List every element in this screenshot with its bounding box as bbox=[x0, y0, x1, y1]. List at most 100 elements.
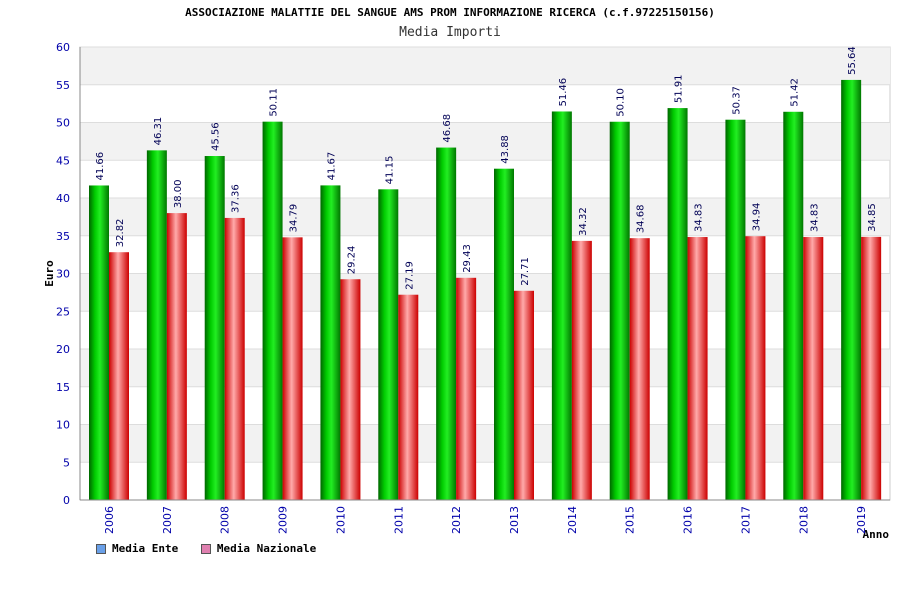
x-tick-label: 2013 bbox=[508, 506, 521, 534]
x-tick-label: 2015 bbox=[624, 506, 637, 534]
y-tick-label: 0 bbox=[63, 494, 70, 507]
bar-media-ente bbox=[667, 108, 688, 500]
bar-media-ente bbox=[204, 156, 225, 500]
legend-swatch-ente bbox=[96, 543, 106, 554]
x-tick-label: 2008 bbox=[219, 506, 232, 534]
bar-media-nazionale bbox=[745, 236, 766, 500]
grid-band bbox=[80, 273, 890, 312]
bar-media-ente bbox=[436, 147, 457, 501]
chart-title: ASSOCIAZIONE MALATTIE DEL SANGUE AMS PRO… bbox=[185, 6, 715, 19]
x-tick-label: 2017 bbox=[739, 506, 752, 534]
data-label: 29.24 bbox=[346, 246, 357, 275]
data-label: 50.37 bbox=[731, 86, 742, 115]
data-label: 32.82 bbox=[115, 219, 126, 248]
bar-media-nazionale bbox=[456, 277, 477, 500]
bar-media-ente bbox=[494, 168, 514, 500]
x-tick-label: 2010 bbox=[334, 506, 347, 534]
data-label: 27.19 bbox=[404, 261, 415, 290]
bar-media-ente bbox=[841, 79, 862, 500]
bar-media-ente bbox=[725, 119, 746, 501]
bar-media-ente bbox=[783, 111, 804, 501]
y-tick-label: 10 bbox=[56, 419, 70, 432]
bar-media-nazionale bbox=[514, 290, 534, 500]
x-axis-title: Anno bbox=[863, 528, 890, 541]
data-label: 41.15 bbox=[384, 156, 395, 185]
legend-swatch-nazionale bbox=[200, 543, 211, 554]
data-label: 29.43 bbox=[462, 244, 473, 273]
y-tick-label: 30 bbox=[56, 268, 70, 281]
x-tick-label: 2012 bbox=[450, 506, 463, 534]
x-tick-label: 2009 bbox=[277, 506, 290, 534]
bar-media-ente bbox=[551, 111, 572, 501]
bar-media-nazionale bbox=[282, 237, 303, 500]
x-tick-label: 2006 bbox=[103, 506, 116, 534]
bar-media-nazionale bbox=[340, 279, 361, 500]
y-tick-label: 55 bbox=[56, 79, 70, 92]
y-tick-label: 20 bbox=[56, 343, 70, 356]
data-label: 34.83 bbox=[694, 203, 705, 232]
bar-media-nazionale bbox=[109, 252, 129, 500]
y-tick-label: 60 bbox=[56, 41, 70, 54]
y-tick-label: 35 bbox=[56, 230, 70, 243]
data-label: 27.71 bbox=[520, 257, 531, 286]
data-label: 38.00 bbox=[173, 179, 184, 208]
bar-media-ente bbox=[146, 150, 167, 500]
data-label: 55.64 bbox=[847, 46, 858, 75]
y-tick-label: 5 bbox=[63, 456, 70, 469]
x-tick-label: 2007 bbox=[161, 506, 174, 534]
data-label: 43.88 bbox=[500, 135, 511, 164]
legend-label-nazionale: Media Nazionale bbox=[216, 542, 317, 555]
data-label: 51.46 bbox=[558, 78, 569, 107]
y-tick-label: 50 bbox=[56, 117, 70, 130]
y-axis-title: Euro bbox=[43, 260, 56, 287]
y-tick-label: 40 bbox=[56, 192, 70, 205]
y-tick-label: 15 bbox=[56, 381, 70, 394]
bar-media-nazionale bbox=[803, 237, 824, 500]
bar-media-ente bbox=[378, 189, 399, 500]
x-tick-label: 2014 bbox=[566, 506, 579, 534]
x-tick-label: 2016 bbox=[682, 506, 695, 534]
data-label: 51.91 bbox=[674, 74, 685, 103]
data-label: 34.85 bbox=[867, 203, 878, 232]
bar-media-nazionale bbox=[398, 294, 419, 500]
data-label: 34.32 bbox=[578, 207, 589, 236]
data-label: 41.67 bbox=[326, 152, 337, 181]
chart-subtitle: Media Importi bbox=[399, 25, 501, 40]
bar-media-nazionale bbox=[571, 240, 592, 500]
data-label: 50.11 bbox=[269, 88, 280, 117]
data-label: 37.36 bbox=[231, 184, 242, 213]
data-label: 50.10 bbox=[616, 88, 627, 117]
data-label: 51.42 bbox=[789, 78, 800, 107]
legend-item-ente: Media Ente bbox=[96, 542, 178, 555]
grid-band bbox=[80, 424, 890, 463]
x-tick-label: 2019 bbox=[855, 506, 868, 534]
legend-label-ente: Media Ente bbox=[112, 542, 179, 555]
x-tick-label: 2018 bbox=[797, 506, 810, 534]
bar-media-ente bbox=[320, 185, 341, 501]
bar-media-nazionale bbox=[861, 236, 882, 500]
grid-band bbox=[80, 198, 890, 236]
grid-band bbox=[80, 122, 890, 161]
bar-media-nazionale bbox=[687, 237, 708, 500]
data-label: 34.94 bbox=[751, 203, 762, 232]
data-label: 34.83 bbox=[809, 203, 820, 232]
data-label: 45.56 bbox=[211, 122, 222, 151]
grid-band bbox=[80, 47, 890, 85]
data-label: 34.79 bbox=[289, 204, 300, 233]
legend: Media Ente Media Nazionale bbox=[96, 542, 332, 557]
bar-media-nazionale bbox=[224, 217, 245, 500]
data-label: 41.66 bbox=[95, 152, 106, 181]
grid-band bbox=[80, 349, 890, 387]
bar-media-ente bbox=[89, 185, 109, 501]
data-label: 46.31 bbox=[153, 117, 164, 146]
data-label: 46.68 bbox=[442, 114, 453, 143]
y-tick-label: 25 bbox=[56, 305, 70, 318]
bar-media-ente bbox=[609, 121, 630, 501]
bar-media-ente bbox=[262, 121, 283, 501]
bar-media-nazionale bbox=[629, 238, 650, 500]
y-tick-label: 45 bbox=[56, 154, 70, 167]
legend-item-nazionale: Media Nazionale bbox=[200, 542, 317, 555]
bar-media-nazionale bbox=[166, 213, 187, 500]
x-tick-label: 2011 bbox=[392, 506, 405, 534]
